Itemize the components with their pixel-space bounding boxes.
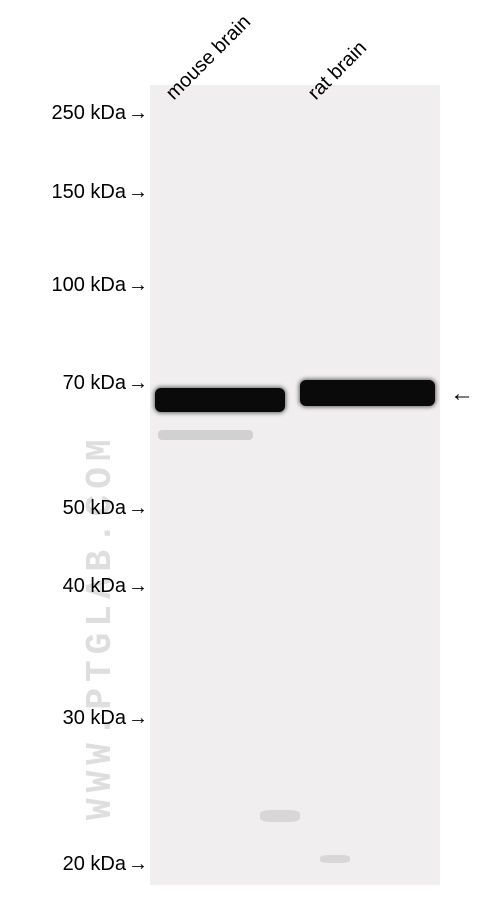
ladder-marker-text: 50 kDa [63,497,126,519]
watermark-text: WWW.PTGLAB.COM [80,434,121,820]
ladder-marker: 20 kDa→ [63,853,148,876]
ladder-marker-text: 20 kDa [63,853,126,875]
ladder-marker: 150 kDa→ [52,181,149,204]
ladder-arrow-icon: → [128,181,148,204]
ladder-marker: 70 kDa→ [63,372,148,395]
ladder-arrow-icon: → [128,853,148,876]
faint-band [158,430,253,440]
ladder-arrow-icon: → [128,372,148,395]
ladder-marker: 250 kDa→ [52,102,149,125]
membrane-smudge [260,810,300,822]
protein-band [155,388,285,412]
ladder-marker: 30 kDa→ [63,707,148,730]
ladder-arrow-icon: → [128,575,148,598]
ladder-marker: 40 kDa→ [63,575,148,598]
protein-band [300,380,435,406]
ladder-marker-text: 70 kDa [63,372,126,394]
ladder-marker-text: 250 kDa [52,102,127,124]
ladder-marker: 50 kDa→ [63,497,148,520]
ladder-marker-text: 30 kDa [63,707,126,729]
membrane-smudge [320,855,350,863]
ladder-marker-text: 40 kDa [63,575,126,597]
ladder-marker-text: 150 kDa [52,181,127,203]
ladder-arrow-icon: → [128,274,148,297]
blot-container: WWW.PTGLAB.COM 250 kDa→150 kDa→100 kDa→7… [0,0,500,903]
ladder-marker-text: 100 kDa [52,274,127,296]
ladder-arrow-icon: → [128,102,148,125]
ladder-arrow-icon: → [128,707,148,730]
membrane-region [150,85,440,885]
target-arrow-icon: ← [450,380,474,408]
ladder-arrow-icon: → [128,497,148,520]
ladder-marker: 100 kDa→ [52,274,149,297]
